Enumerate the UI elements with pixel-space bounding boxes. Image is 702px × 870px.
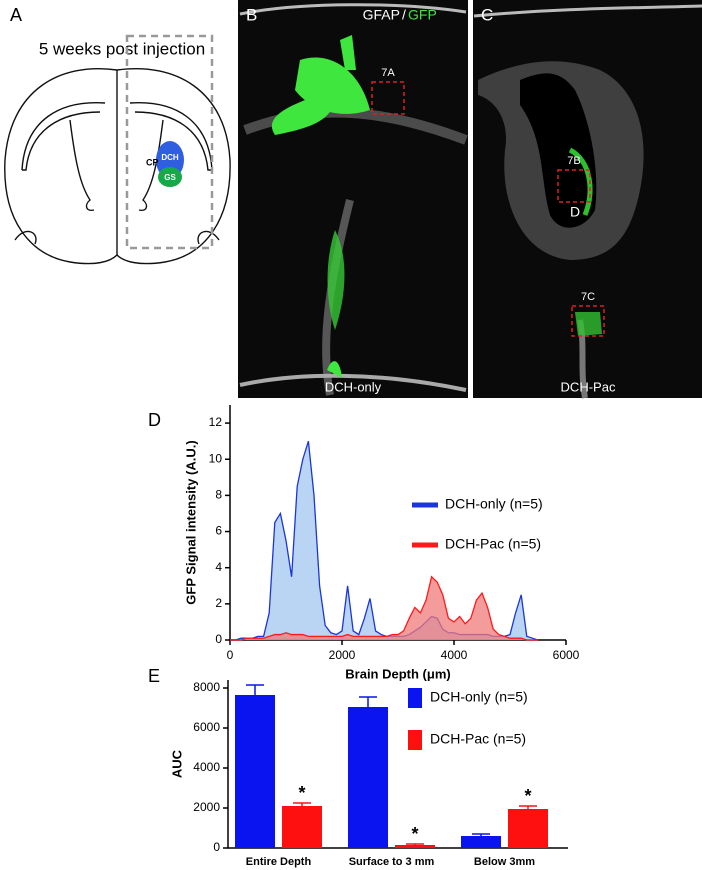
- bar: [348, 707, 388, 848]
- x-tick-label: 2000: [329, 648, 356, 662]
- legend-label: DCH-only (n=5): [445, 496, 543, 512]
- y-tick-label: 0: [213, 840, 220, 854]
- inset-label: 7A: [381, 67, 395, 79]
- legend-label: DCH-only (n=5): [430, 689, 528, 705]
- x-tick-label: 4000: [441, 648, 468, 662]
- panel-caption: DCH-only: [325, 379, 382, 394]
- y-tick-label: 0: [215, 632, 222, 646]
- stain-label: /: [402, 7, 406, 23]
- error-bar: [359, 696, 377, 707]
- y-tick-label: 8: [215, 488, 222, 502]
- panel-caption: DCH-Pac: [561, 379, 616, 394]
- y-tick-label: 6000: [193, 720, 220, 734]
- stain-label: GFAP: [363, 7, 400, 23]
- x-tick-label: Surface to 3 mm: [349, 856, 435, 868]
- micrograph-texture: [473, 4, 702, 399]
- inset-box: [557, 169, 591, 203]
- y-axis-title: GFP Signal intensity (A.U.): [183, 440, 198, 604]
- region-label: CP: [146, 157, 159, 167]
- bar: [395, 845, 435, 848]
- bar: [235, 695, 275, 848]
- brain-diagram: [4, 68, 231, 265]
- x-axis-title: Brain Depth (μm): [345, 666, 450, 681]
- dashed-box: [125, 34, 214, 250]
- micrograph-texture: [239, 3, 468, 396]
- y-tick-label: 12: [209, 415, 223, 429]
- y-tick-label: 8000: [193, 680, 220, 694]
- x-tick-label: Entire Depth: [246, 856, 312, 868]
- area-fill: [230, 576, 538, 640]
- area-fill: [230, 441, 538, 640]
- legend-label: DCH-Pac (n=5): [445, 536, 541, 552]
- inset-label: 7B: [567, 155, 580, 167]
- inset-note: D: [570, 204, 580, 220]
- error-bar: [246, 684, 264, 695]
- error-bar: [519, 805, 537, 809]
- x-tick-label: 0: [227, 648, 234, 662]
- panel-label: D: [148, 410, 161, 430]
- error-bar: [472, 833, 490, 836]
- panel-title: 5 weeks post injection: [39, 39, 205, 58]
- y-tick-label: 6: [215, 524, 222, 538]
- significance-marker: *: [524, 786, 531, 806]
- inset-label: 7C: [581, 291, 595, 303]
- inset-box: [371, 81, 405, 115]
- bar: [282, 806, 322, 848]
- region-label: DCH: [161, 153, 179, 162]
- gs-region: [158, 167, 182, 187]
- panel-label: B: [246, 5, 257, 24]
- error-bar: [293, 802, 311, 806]
- panel-label: E: [148, 666, 160, 686]
- bar: [508, 809, 548, 848]
- y-tick-label: 2: [215, 596, 222, 610]
- legend-label: DCH-Pac (n=5): [430, 731, 526, 747]
- y-tick-label: 2000: [193, 800, 220, 814]
- panel-label: A: [10, 5, 22, 25]
- legend-swatch: [408, 730, 422, 750]
- bar: [461, 836, 501, 848]
- legend-swatch: [408, 688, 422, 708]
- inset-box: [571, 305, 605, 337]
- x-tick-label: 6000: [553, 648, 580, 662]
- panel-label: C: [481, 5, 493, 24]
- y-axis-title: AUC: [169, 749, 184, 778]
- stain-label: GFP: [408, 7, 437, 23]
- significance-marker: *: [298, 783, 305, 803]
- significance-marker: *: [411, 824, 418, 844]
- area-line: [230, 575, 538, 641]
- y-tick-label: 10: [209, 451, 223, 465]
- region-label: GS: [164, 173, 176, 182]
- y-tick-label: 4000: [193, 760, 220, 774]
- x-tick-label: Below 3mm: [474, 856, 535, 868]
- y-tick-label: 4: [215, 560, 222, 574]
- error-bar: [406, 843, 424, 845]
